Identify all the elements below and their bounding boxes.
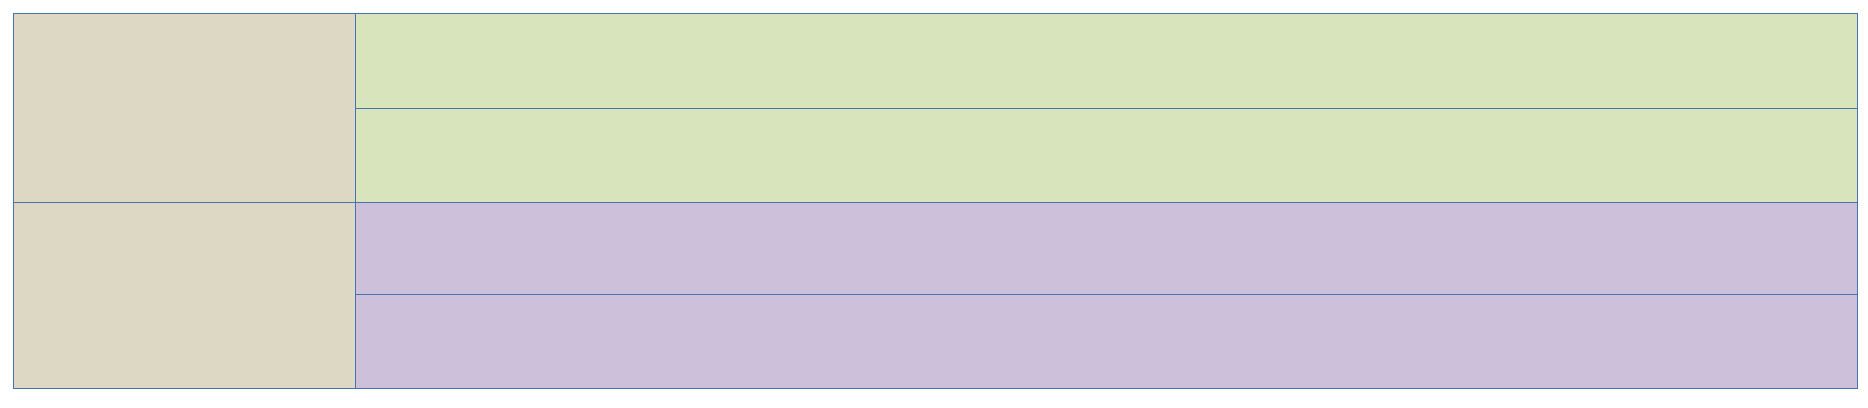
right-cell-3 [355, 202, 1858, 295]
right-cell-4-text [356, 295, 1857, 388]
left-cell-bottom-text [14, 203, 355, 388]
left-cell-bottom [13, 202, 356, 389]
left-cell-top [13, 13, 356, 203]
right-cell-4 [355, 294, 1858, 389]
left-cell-top-text [14, 14, 355, 202]
right-cell-2 [355, 108, 1858, 203]
right-cell-1 [355, 13, 1858, 109]
layout-table [13, 13, 1858, 389]
right-cell-1-text [356, 14, 1857, 108]
right-cell-2-text [356, 109, 1857, 202]
right-cell-3-text [356, 203, 1857, 294]
